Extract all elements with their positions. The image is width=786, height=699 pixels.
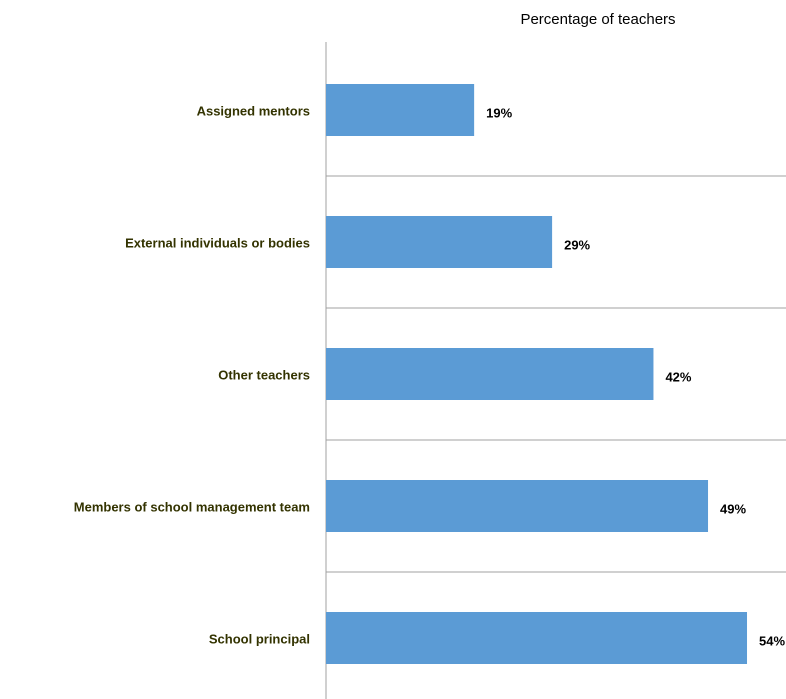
bar (326, 612, 748, 664)
y-tick-label: Other teachers (218, 367, 310, 382)
data-label: 49% (720, 501, 746, 516)
data-label: 19% (486, 105, 512, 120)
bar (326, 84, 475, 136)
bar (326, 348, 654, 400)
data-label: 42% (665, 369, 691, 384)
y-tick-label: External individuals or bodies (125, 235, 310, 250)
data-label: 54% (759, 633, 785, 648)
bar (326, 216, 553, 268)
y-tick-label: Assigned mentors (197, 103, 310, 118)
data-label: 29% (564, 237, 590, 252)
bar (326, 480, 709, 532)
axis-title: Percentage of teachers (520, 11, 675, 28)
y-tick-label: School principal (209, 631, 310, 646)
y-tick-label: Members of school management team (74, 499, 310, 514)
